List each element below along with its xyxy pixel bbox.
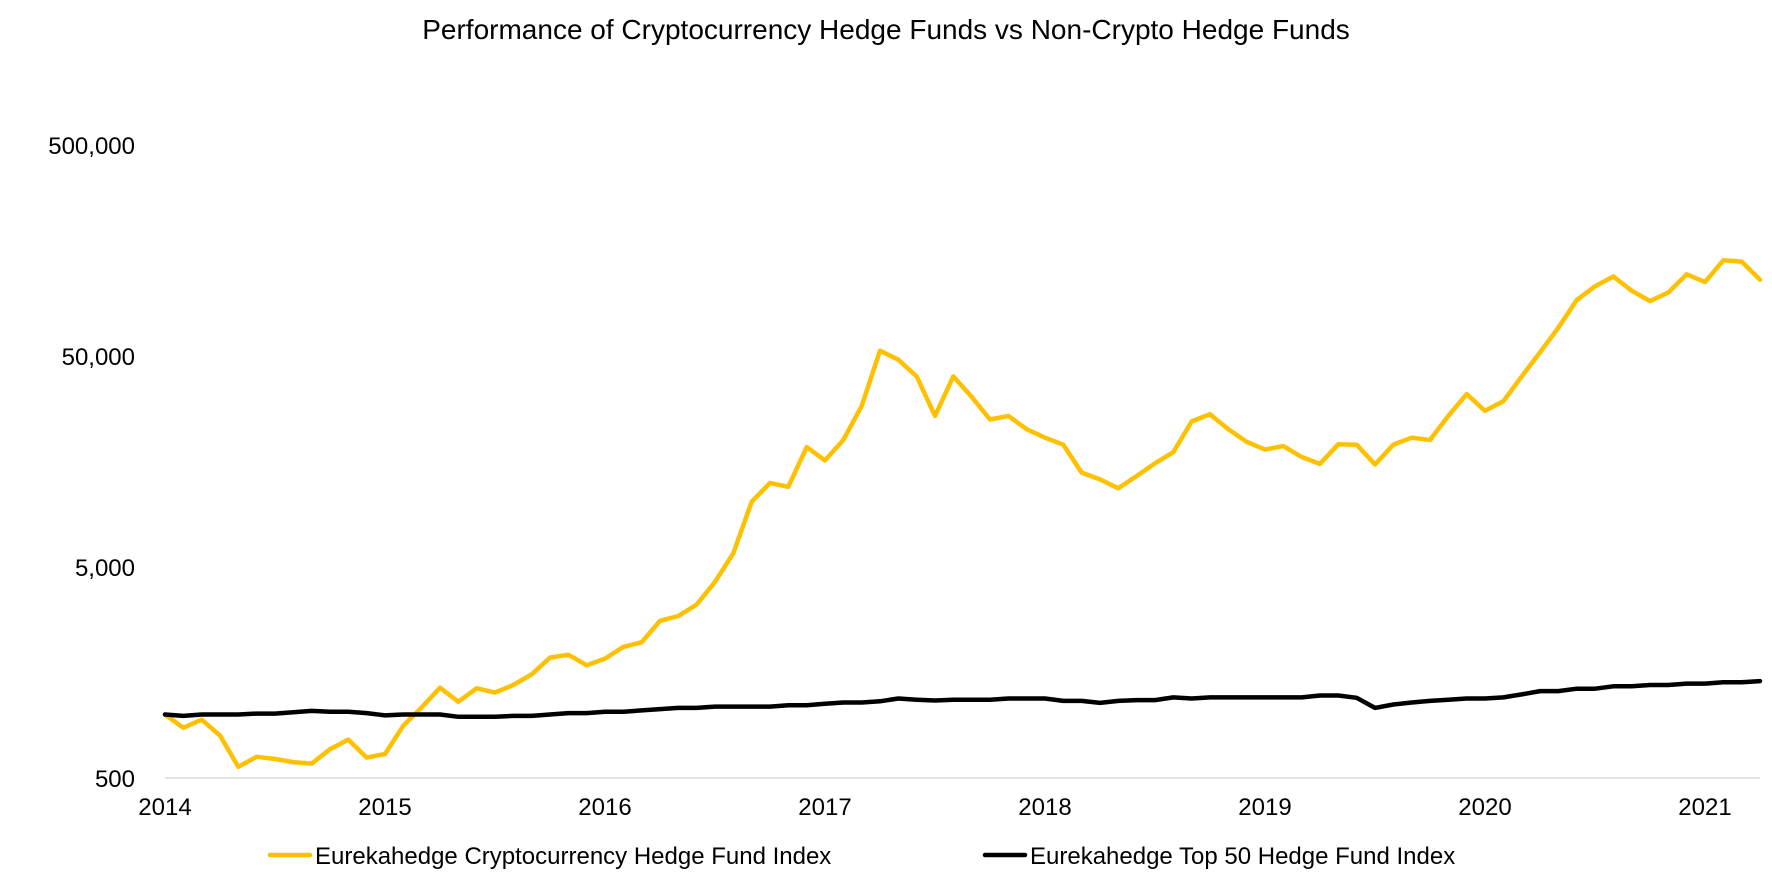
y-tick-label: 50,000 [62, 344, 135, 371]
series-line-2 [162, 678, 1763, 720]
x-tick-label: 2021 [1678, 794, 1731, 821]
x-tick-label: 2019 [1238, 794, 1291, 821]
legend-label-1: Eurekahedge Cryptocurrency Hedge Fund In… [315, 843, 831, 870]
x-tick-label: 2014 [138, 794, 191, 821]
series-line-1 [162, 258, 1763, 770]
y-tick-label: 500 [95, 766, 135, 793]
y-tick-label: 5,000 [75, 555, 135, 582]
x-tick-label: 2018 [1018, 794, 1071, 821]
chart-title: Performance of Cryptocurrency Hedge Fund… [422, 14, 1350, 45]
x-tick-label: 2020 [1458, 794, 1511, 821]
y-tick-label: 500,000 [48, 133, 135, 160]
x-tick-label: 2015 [358, 794, 411, 821]
x-tick-label: 2016 [578, 794, 631, 821]
x-tick-label: 2017 [798, 794, 851, 821]
legend-label-2: Eurekahedge Top 50 Hedge Fund Index [1030, 843, 1455, 870]
